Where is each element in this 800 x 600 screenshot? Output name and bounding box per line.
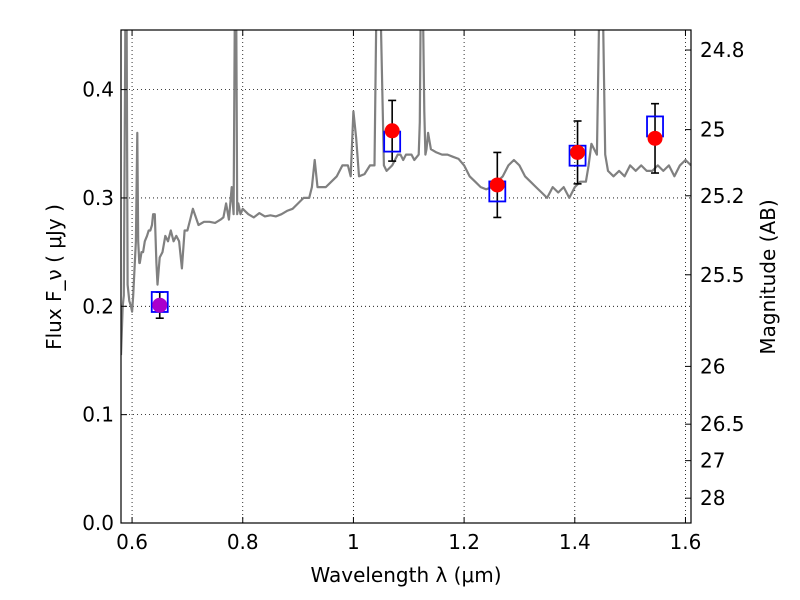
x-tick-label: 0.6: [116, 530, 148, 554]
right-tick-label: 25.2: [700, 184, 745, 208]
axis-ticks: 0.6 0.8 1 1.2 1.4 1.6 0.0 0.1 0.2 0.3 0.4 24.8 25 25.…: [82, 30, 745, 554]
x-tick-label: 1.6: [670, 530, 702, 554]
right-tick-label: 25.5: [700, 263, 745, 287]
observed-flux-point: [489, 177, 505, 193]
right-tick-label: 24.8: [700, 38, 745, 62]
y-tick-label: 0.2: [82, 294, 114, 318]
model-spectrum-line: [121, 30, 691, 356]
observed-flux-point: [384, 123, 400, 139]
right-tick-label: 27: [700, 449, 725, 473]
right-tick-label: 25: [700, 118, 725, 142]
y-tick-label: 0.0: [82, 511, 114, 535]
right-axis-label: Magnitude (AB): [756, 199, 780, 354]
y-axis-label: Flux F_ν ( μJy ): [42, 204, 66, 350]
x-axis-label: Wavelength λ (μm): [310, 563, 501, 587]
plot-background: [121, 30, 691, 523]
right-tick-label: 26: [700, 354, 725, 378]
y-tick-label: 0.1: [82, 403, 114, 427]
observed-flux-point: [647, 130, 663, 146]
x-tick-label: 1: [347, 530, 360, 554]
observed-flux-point: [152, 297, 168, 313]
plot-frame: [120, 29, 692, 524]
right-tick-label: 26.5: [700, 412, 745, 436]
series-layer: [121, 30, 691, 356]
x-tick-label: 0.8: [227, 530, 259, 554]
y-tick-label: 0.4: [82, 78, 114, 102]
observed-flux-point: [570, 144, 586, 160]
y-tick-label: 0.3: [82, 186, 114, 210]
right-tick-label: 28: [700, 486, 725, 510]
x-tick-label: 1.2: [448, 530, 480, 554]
x-tick-label: 1.4: [559, 530, 591, 554]
